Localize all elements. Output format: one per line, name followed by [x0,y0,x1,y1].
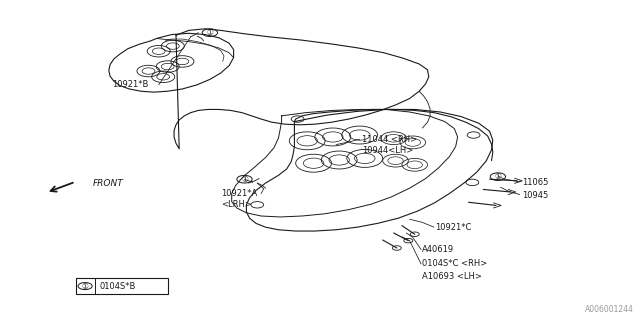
Text: <LRH>: <LRH> [221,200,252,209]
Text: A10693 <LH>: A10693 <LH> [422,272,483,281]
FancyBboxPatch shape [76,278,168,294]
Text: A006001244: A006001244 [585,305,634,314]
Text: 10921*A: 10921*A [221,189,257,198]
Text: 11065: 11065 [522,178,548,187]
Text: ①: ① [207,28,213,37]
Text: 10944<LH>: 10944<LH> [362,146,413,155]
Text: ①: ① [495,172,501,181]
Text: A40619: A40619 [422,245,454,254]
Text: 10945: 10945 [522,191,548,200]
Text: FRONT: FRONT [93,180,124,188]
Text: ①: ① [82,282,88,291]
Text: 10921*B: 10921*B [112,80,148,89]
Text: ①: ① [241,175,248,184]
Text: 11044 <RH>: 11044 <RH> [362,135,417,144]
Text: 0104S*B: 0104S*B [100,282,136,291]
Text: 0104S*C <RH>: 0104S*C <RH> [422,260,488,268]
Text: 10921*C: 10921*C [435,223,472,232]
